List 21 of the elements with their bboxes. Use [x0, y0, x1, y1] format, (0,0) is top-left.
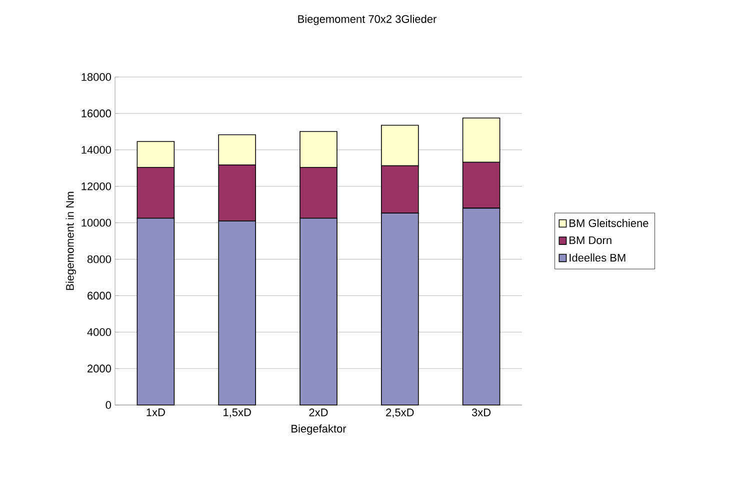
y-tick-label: 16000	[82, 110, 112, 118]
y-tick-label: 0	[106, 401, 112, 409]
y-tick-label: 6000	[88, 292, 112, 300]
y-tick-label: 14000	[82, 146, 112, 154]
chart-title: Biegemoment 70x2 3Glieder	[298, 14, 436, 26]
x-axis-title: Biegefaktor	[292, 424, 346, 435]
legend-label: BM Gleitschiene	[570, 218, 648, 228]
x-tick-label: 2xD	[309, 408, 328, 416]
y-tick-label: 8000	[87, 255, 112, 264]
legend-label: Ideelles BM	[570, 254, 626, 262]
legend-label: BM Dorn	[570, 236, 612, 244]
x-tick-label: 1,5xD	[224, 408, 251, 418]
y-tick-label: 2000	[88, 364, 112, 372]
x-tick-label: 3xD	[472, 408, 491, 416]
y-tick-label: 12000	[82, 182, 112, 190]
y-tick-label: 4000	[87, 328, 112, 336]
y-tick-label: 10000	[82, 218, 112, 227]
x-tick-label: 2,5xD	[386, 408, 414, 418]
y-tick-label: 18000	[82, 73, 112, 81]
y-axis-title: Biegemoment in Nm	[66, 192, 76, 290]
x-tick-label: 1xD	[146, 408, 165, 416]
